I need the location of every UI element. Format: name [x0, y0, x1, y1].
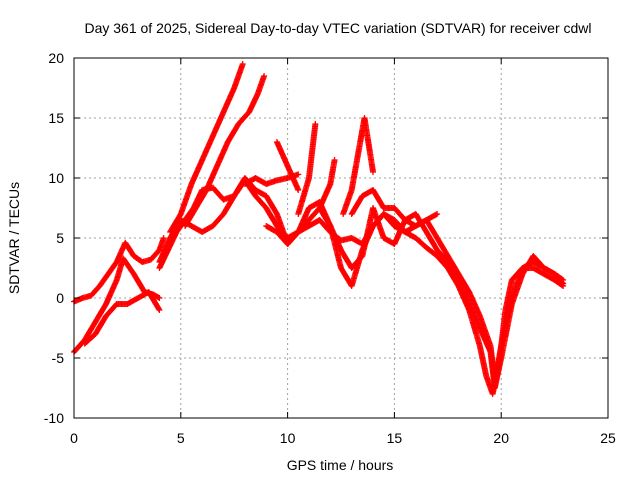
data-point [295, 171, 302, 178]
x-tick-label: 20 [493, 430, 509, 446]
series-track-2 [71, 235, 167, 305]
x-tick-label: 0 [70, 430, 78, 446]
y-tick-label: 20 [48, 50, 64, 66]
series-track-12 [316, 157, 338, 211]
data-point [155, 305, 162, 312]
data-point [239, 61, 246, 67]
y-tick-label: -5 [52, 350, 65, 366]
chart-title: Day 361 of 2025, Sidereal Day-to-day VTE… [84, 20, 591, 36]
axis-ticks: 0 5 10 15 20 25 -10 -5 0 5 10 15 20 [44, 50, 616, 446]
data-point [295, 187, 302, 193]
series-track-11 [295, 121, 319, 217]
x-tick-label: 15 [387, 430, 403, 446]
x-axis-label: GPS time / hours [287, 457, 394, 473]
series-track-9 [263, 211, 567, 385]
series-track-4 [156, 177, 567, 397]
data-point [560, 277, 567, 283]
data-point [156, 307, 163, 313]
data-point [312, 121, 319, 127]
series-track-6 [182, 73, 268, 229]
data-points [71, 61, 567, 397]
x-tick-label: 5 [177, 430, 185, 446]
series-track-10 [273, 139, 302, 193]
y-tick-label: 5 [56, 230, 64, 246]
y-tick-label: 15 [48, 110, 64, 126]
series-track-3 [81, 289, 163, 347]
data-point [261, 73, 268, 79]
x-tick-label: 25 [600, 430, 616, 446]
data-point [559, 276, 566, 283]
y-tick-label: 0 [56, 290, 64, 306]
y-tick-label: 10 [48, 170, 64, 186]
y-axis-label: SDTVAR / TECUs [6, 182, 22, 294]
data-point [160, 235, 167, 241]
series-track-5 [167, 61, 246, 235]
series-track-14 [348, 187, 441, 229]
series-track-13 [340, 115, 377, 217]
y-tick-label: -10 [44, 410, 64, 426]
x-tick-label: 10 [280, 430, 296, 446]
data-point [434, 211, 441, 217]
series-track-7 [156, 175, 567, 391]
data-point [370, 169, 377, 175]
data-point [331, 157, 338, 163]
data-point [156, 295, 163, 301]
